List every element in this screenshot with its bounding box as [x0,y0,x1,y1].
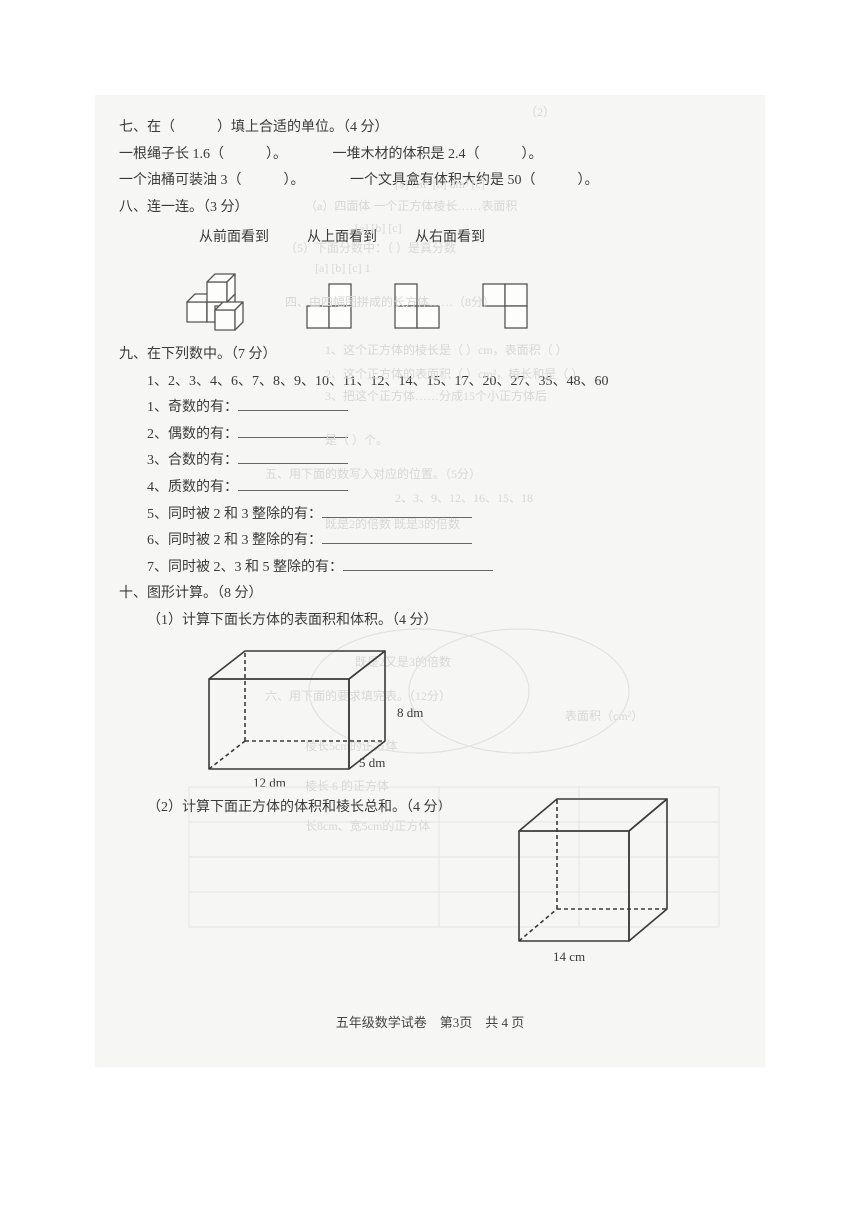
label-front: 从前面看到 [199,225,269,252]
s9-item-5: 5、同时被 2 和 3 整除的有： [119,502,741,529]
s7r1lt: ）。 [266,147,287,162]
s7r1l: 一根绳子长 1.6（ [119,147,224,162]
view-shape-2-icon [391,280,443,332]
exam-page: （2） [a] cm³ [b] dm³ [c] （a）四面体 一个正方体棱长……… [95,95,765,1066]
blank-line [343,557,493,571]
cuboid-icon: 8 dm 5 dm 12 dm [189,641,449,791]
s7r2l: 一个油桶可装油 3（ [119,173,242,188]
section9-numbers: 1、2、3、4、6、7、8、9、10、11、12、14、15、17、20、27、… [119,369,741,396]
page-footer: 五年级数学试卷 第3页 共 4 页 [119,1011,741,1036]
s9-item-7: 7、同时被 2、3 和 5 整除的有： [119,555,741,582]
s9i2l: 2、偶数的有： [147,427,238,442]
section7-row1: 一根绳子长 1.6（ ）。 一堆木材的体积是 2.4（ ）。 [119,142,741,169]
s9i6l: 6、同时被 2 和 3 整除的有： [147,533,322,548]
s7r2lt: ）。 [284,173,305,188]
blank-line [238,424,348,438]
cuboid-figure: 8 dm 5 dm 12 dm [119,641,741,791]
s9i4l: 4、质数的有： [147,480,238,495]
s9i3l: 3、合数的有： [147,453,238,468]
s7r1rt: ）。 [522,147,543,162]
blank-line [238,450,348,464]
s9i7l: 7、同时被 2、3 和 5 整除的有： [147,560,343,575]
s7r2rt: ）。 [578,173,599,188]
s9-item-6: 6、同时被 2 和 3 整除的有： [119,528,741,555]
blank-line [322,530,472,544]
view-shape-3-icon [479,280,531,332]
view-shape-1-icon [303,280,355,332]
section7-heading: 七、在（ ）填上合适的单位。（4 分） [119,115,741,142]
s9i5l: 5、同时被 2 和 3 整除的有： [147,507,322,522]
blank-line [322,504,472,518]
width-label: 5 dm [359,755,385,770]
s9-item-1: 1、奇数的有： [119,395,741,422]
s9-item-3: 3、合数的有： [119,448,741,475]
cube-icon: 14 cm [499,791,699,971]
cube-figure: 14 cm [119,817,741,997]
section8-shapes [119,258,741,332]
object-3d-icon [177,258,267,332]
blank-line [238,477,348,491]
section7-row2: 一个油桶可装油 3（ ）。 一个文具盒有体积大约是 50（ ）。 [119,168,741,195]
s9-item-2: 2、偶数的有： [119,422,741,449]
section8-heading: 八、连一连。（3 分） [119,195,741,222]
s7r1r: 一堆木材的体积是 2.4（ [333,147,480,162]
label-top: 从上面看到 [307,225,377,252]
section9-heading: 九、在下列数中。（7 分） [119,342,741,369]
section10-heading: 十、图形计算。（8 分） [119,581,741,608]
s9-item-4: 4、质数的有： [119,475,741,502]
edge-label: 14 cm [553,949,585,964]
blank-line [238,397,348,411]
s9i1l: 1、奇数的有： [147,400,238,415]
label-right: 从右面看到 [415,225,485,252]
section8-labels: 从前面看到 从上面看到 从右面看到 [119,225,741,252]
height-label: 8 dm [397,705,423,720]
s7r2r: 一个文具盒有体积大约是 50（ [350,173,536,188]
